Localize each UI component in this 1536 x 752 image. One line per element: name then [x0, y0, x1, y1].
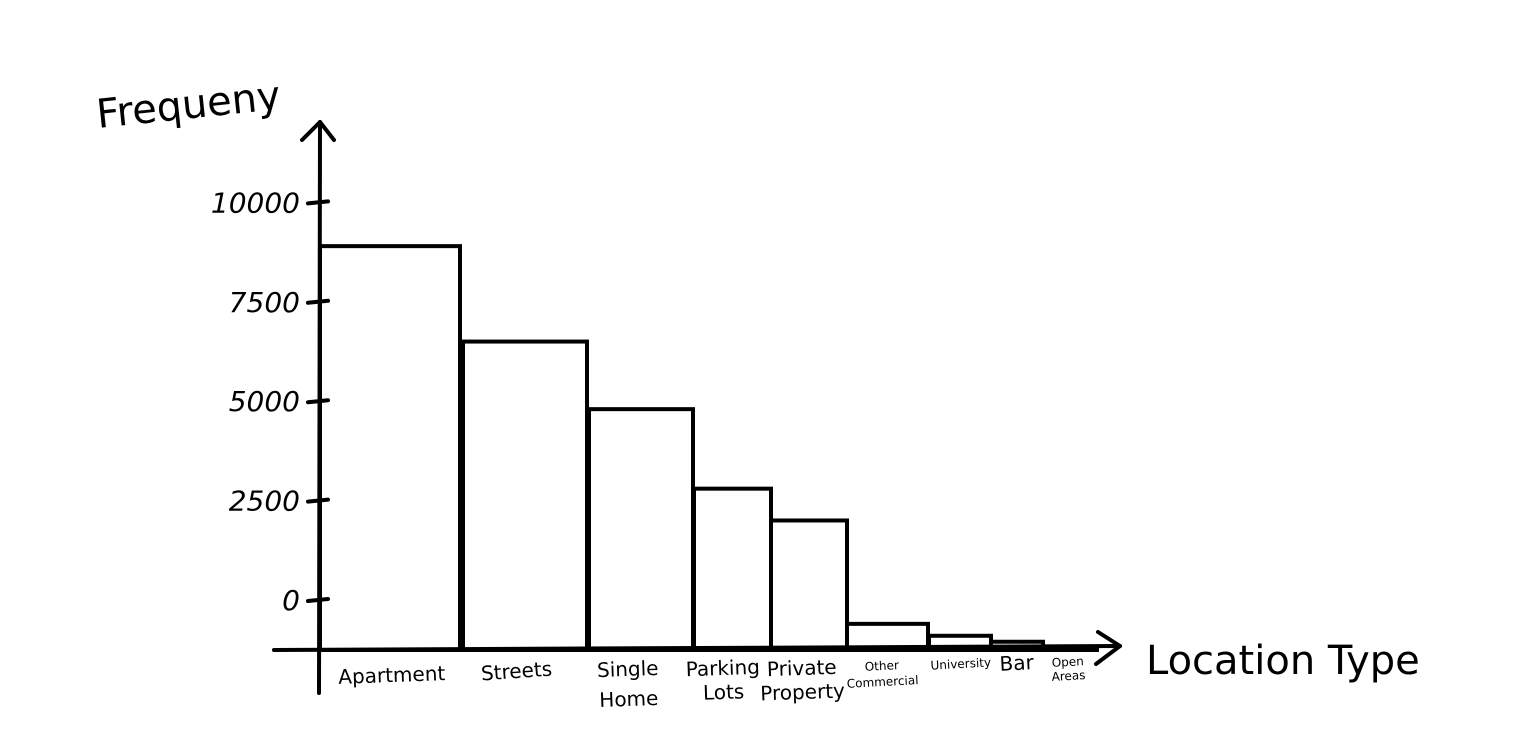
x-axis-title: Location Type [1146, 638, 1420, 684]
ticks-layer: 0 2500 5000 7500 10000 [211, 186, 330, 617]
x-axis [272, 644, 1122, 652]
y-axis-title: Frequeny [94, 73, 282, 138]
bar-private-property [769, 518, 849, 652]
axes-layer [272, 120, 1122, 695]
x-axis-arrowhead [1094, 630, 1122, 666]
y-tick-label-7500: 7500 [229, 286, 300, 319]
bar-streets [461, 339, 589, 652]
x-tick-label-bar: Bar [999, 650, 1035, 676]
y-tick-10000 [306, 199, 330, 206]
bar-single-home [587, 407, 695, 653]
x-tick-label-open-areas: OpenAreas [1051, 654, 1086, 684]
y-tick-7500 [306, 298, 330, 305]
bars-layer [318, 244, 1099, 653]
x-tick-label-parking-lots: ParkingLots [685, 655, 761, 706]
bar-parking-lots [692, 486, 773, 652]
x-tick-label-other-commercial: OtherCommercial [846, 657, 919, 691]
y-tick-label-10000: 10000 [211, 186, 300, 219]
y-tick-5000 [306, 398, 330, 405]
x-tick-label-single-home: SingleHome [597, 656, 660, 712]
y-tick-label-2500: 2500 [229, 485, 300, 518]
y-tick-0 [306, 597, 330, 603]
y-tick-label-5000: 5000 [229, 385, 300, 418]
x-tick-label-streets: Streets [480, 657, 553, 686]
y-tick-2500 [306, 497, 330, 504]
x-tick-label-university: University [930, 655, 991, 672]
x-tick-label-apartment: Apartment [338, 661, 446, 689]
bar-apartment [318, 244, 462, 653]
y-axis [317, 120, 322, 695]
y-tick-label-0: 0 [282, 584, 300, 617]
x-tick-label-private-property: PrivateProperty [759, 655, 845, 706]
